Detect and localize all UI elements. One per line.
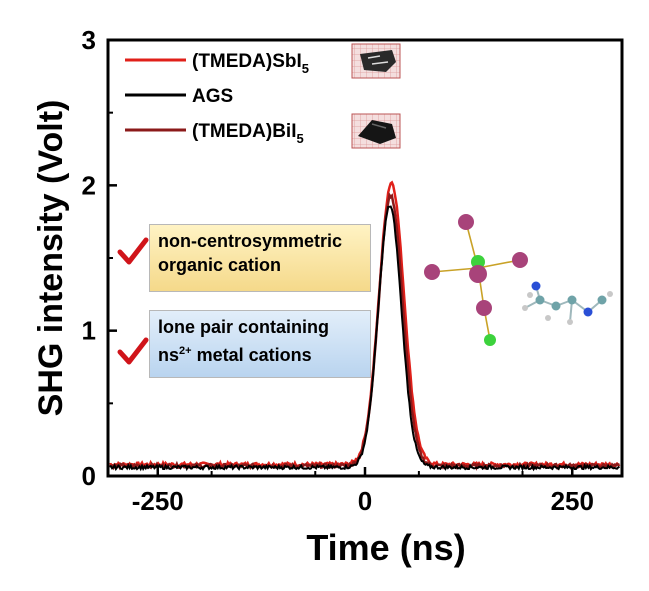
check-icon — [117, 337, 149, 365]
series-line-ags — [109, 205, 620, 472]
legend-label-bi: (TMEDA)BiI5 — [192, 121, 304, 146]
x-tick-label: 0 — [358, 486, 372, 516]
crystal-bi-photo-icon — [351, 113, 401, 149]
annotation-box1-line1: non-centrosymmetric — [158, 231, 343, 251]
x-axis-title: Time (ns) — [306, 527, 465, 568]
x-tick-label: -250 — [132, 486, 184, 516]
annotation-box-metal-cations: lone pair containing ns2+ metal cations — [149, 310, 371, 378]
annotation-box2-line1: lone pair containing — [158, 317, 330, 337]
series-layer — [109, 180, 621, 472]
y-tick-label: 0 — [82, 461, 96, 491]
y-tick-label: 1 — [82, 316, 96, 346]
annotation-box1-line2: organic cation — [158, 255, 282, 275]
legend-label-sb: (TMEDA)SbI5 — [192, 51, 309, 76]
molecule-structure-icon — [424, 214, 613, 346]
legend: (TMEDA)SbI5 AGS (TMEDA)BiI5 — [125, 43, 401, 149]
annotation-box-organic-cation: non-centrosymmetric organic cation — [149, 224, 371, 292]
crystal-sb-photo-icon — [351, 43, 401, 79]
check-icon — [117, 237, 149, 265]
y-tick-label: 2 — [82, 170, 96, 200]
axis-ticks: -250 0 250 0 1 2 3 — [82, 25, 594, 516]
legend-label-ags: AGS — [192, 86, 233, 107]
x-tick-label: 250 — [551, 486, 594, 516]
y-tick-label: 3 — [82, 25, 96, 55]
annotation-box2-line2: ns2+ metal cations — [158, 345, 312, 365]
y-axis-title: SHG intensity (Volt) — [32, 100, 70, 417]
